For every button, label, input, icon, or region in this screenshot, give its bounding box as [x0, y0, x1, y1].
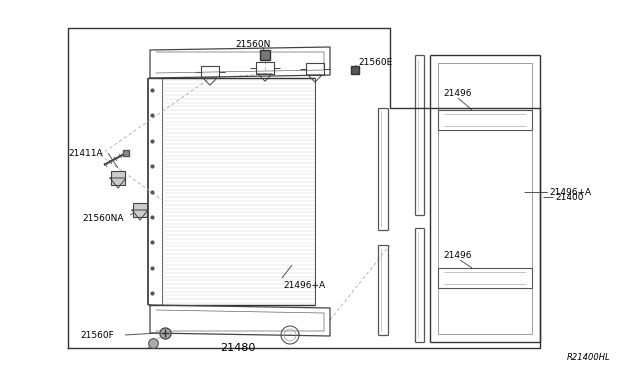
- Text: R21400HL: R21400HL: [566, 353, 610, 362]
- Text: 21560F: 21560F: [80, 330, 114, 340]
- Text: 21560E: 21560E: [358, 58, 392, 67]
- Text: 21400: 21400: [555, 192, 584, 202]
- Text: 21496: 21496: [443, 250, 472, 260]
- Text: 21496+A: 21496+A: [283, 280, 325, 289]
- Text: 21560N: 21560N: [235, 39, 270, 48]
- Text: 21480: 21480: [220, 343, 255, 353]
- Text: 21560NA: 21560NA: [82, 214, 124, 222]
- Text: 21411A: 21411A: [68, 148, 102, 157]
- Text: 21496: 21496: [443, 89, 472, 97]
- Text: 21496+A: 21496+A: [549, 187, 591, 196]
